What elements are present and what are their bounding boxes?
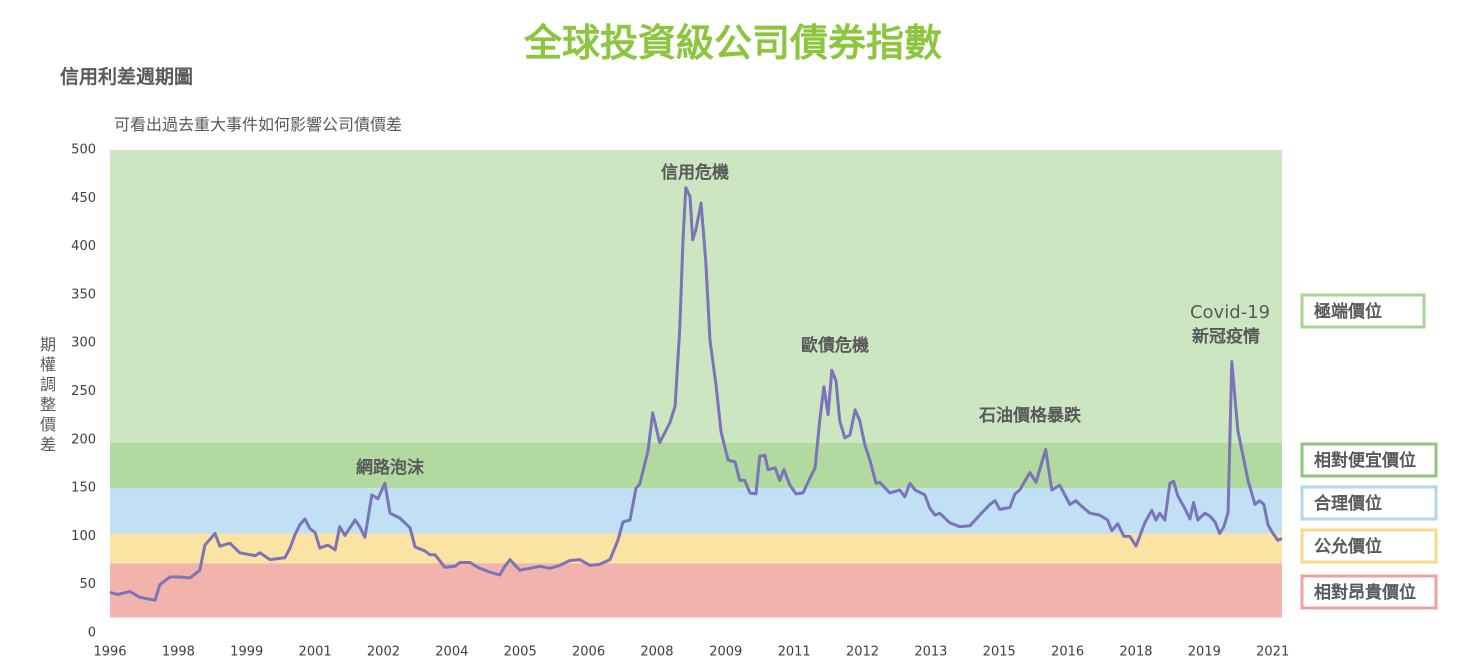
legend-box (1300, 528, 1438, 564)
legend-box (1300, 485, 1438, 521)
legend-label: 公允價位 (1314, 536, 1382, 557)
legend-label: 合理價位 (1314, 493, 1382, 514)
y-tick-label: 200 (71, 432, 96, 447)
y-tick-label: 50 (79, 577, 96, 592)
annotation: 新冠疫情 (1192, 326, 1260, 347)
legend-label: 相對昂貴價位 (1314, 582, 1416, 603)
x-tick-label: 2019 (1188, 645, 1221, 660)
x-tick-label: 2021 (1256, 645, 1289, 660)
x-tick-label: 1999 (230, 645, 263, 660)
x-tick-label: 2006 (572, 645, 605, 660)
y-tick-label: 150 (71, 481, 96, 496)
band (110, 442, 1282, 489)
legend-label: 相對便宜價位 (1314, 450, 1416, 471)
x-tick-label: 2005 (504, 645, 537, 660)
annotation: 石油價格暴跌 (978, 405, 1082, 426)
x-tick-label: 2018 (1119, 645, 1152, 660)
annotation: 歐債危機 (801, 335, 869, 356)
x-tick-label: 2015 (983, 645, 1016, 660)
annotation: Covid-19 (1190, 302, 1270, 323)
data-line (109, 186, 1283, 602)
x-tick-label: 1996 (93, 645, 126, 660)
x-tick-label: 1998 (162, 645, 195, 660)
y-axis-label: 期權調整價差 (37, 336, 56, 456)
legend-box (1300, 293, 1426, 329)
band (110, 150, 1282, 443)
y-tick-label: 450 (71, 191, 96, 206)
chart-title: 全球投資級公司債券指數 (523, 21, 942, 65)
legend-label: 極端價位 (1314, 301, 1382, 322)
x-tick-label: 2012 (846, 645, 879, 660)
x-tick-label: 2011 (778, 645, 811, 660)
band (110, 533, 1282, 564)
x-tick-label: 2016 (1051, 645, 1084, 660)
chart-subtitle: 信用利差週期圖 (60, 66, 194, 88)
x-tick-label: 2004 (435, 645, 468, 660)
band (110, 488, 1282, 534)
legend-box (1300, 442, 1438, 478)
x-tick-label: 2008 (640, 645, 673, 660)
chart-description: 可看出過去重大事件如何影響公司債價差 (114, 115, 403, 134)
legend-box (1300, 574, 1438, 610)
x-tick-label: 2002 (367, 645, 400, 660)
y-tick-label: 350 (71, 287, 96, 302)
y-tick-label: 100 (71, 529, 96, 544)
x-tick-label: 2013 (914, 645, 947, 660)
x-tick-label: 2009 (709, 645, 742, 660)
band (110, 563, 1282, 618)
y-tick-label: 500 (71, 143, 96, 158)
y-tick-label: 300 (71, 336, 96, 351)
y-tick-label: 0 (88, 626, 96, 641)
y-tick-label: 250 (71, 384, 96, 399)
x-tick-label: 2001 (299, 645, 332, 660)
annotation: 信用危機 (661, 162, 729, 183)
y-tick-label: 400 (71, 239, 96, 254)
annotation: 網路泡沫 (356, 457, 425, 478)
